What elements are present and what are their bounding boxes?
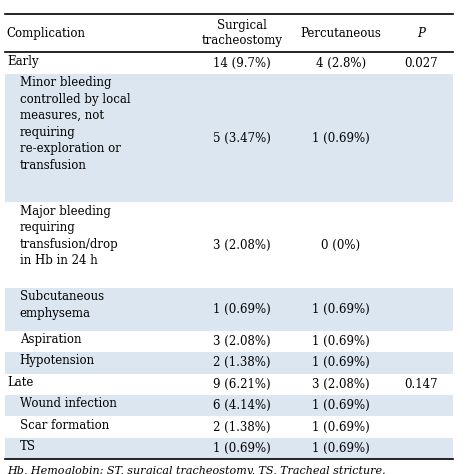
Text: 1 (0.69%): 1 (0.69%) [312,303,370,316]
Text: Wound infection: Wound infection [19,397,117,410]
Text: 1 (0.69%): 1 (0.69%) [312,356,370,369]
FancyBboxPatch shape [5,395,453,417]
Text: Hypotension: Hypotension [19,355,95,367]
Text: 1 (0.69%): 1 (0.69%) [312,399,370,412]
Text: 1 (0.69%): 1 (0.69%) [213,442,271,455]
Text: Early: Early [7,55,38,68]
Text: 0 (0%): 0 (0%) [321,238,360,252]
Text: 3 (2.08%): 3 (2.08%) [213,238,271,252]
FancyBboxPatch shape [5,288,453,331]
Text: 1 (0.69%): 1 (0.69%) [312,442,370,455]
Text: 0.147: 0.147 [404,378,438,391]
Text: 1 (0.69%): 1 (0.69%) [312,132,370,145]
Text: 14 (9.7%): 14 (9.7%) [213,56,271,70]
Text: 0.027: 0.027 [404,56,438,70]
Text: TS: TS [19,440,36,453]
Text: 5 (3.47%): 5 (3.47%) [213,132,271,145]
Text: Complication: Complication [7,27,86,39]
Text: 1 (0.69%): 1 (0.69%) [312,335,370,348]
Text: 1 (0.69%): 1 (0.69%) [312,420,370,434]
Text: Minor bleeding
controlled by local
measures, not
requiring
re-exploration or
tra: Minor bleeding controlled by local measu… [19,76,130,172]
FancyBboxPatch shape [5,74,453,202]
Text: Major bleeding
requiring
transfusion/drop
in Hb in 24 h: Major bleeding requiring transfusion/dro… [19,205,118,267]
Text: 3 (2.08%): 3 (2.08%) [312,378,369,391]
Text: 2 (1.38%): 2 (1.38%) [213,356,271,369]
Text: 2 (1.38%): 2 (1.38%) [213,420,271,434]
Text: Surgical
tracheostomy: Surgical tracheostomy [201,19,283,47]
Text: Percutaneous: Percutaneous [300,27,381,39]
Text: 3 (2.08%): 3 (2.08%) [213,335,271,348]
Text: 6 (4.14%): 6 (4.14%) [213,399,271,412]
Text: Late: Late [7,376,33,389]
Text: Subcutaneous
emphysema: Subcutaneous emphysema [19,290,104,320]
Text: Aspiration: Aspiration [19,333,81,346]
Text: 9 (6.21%): 9 (6.21%) [213,378,271,391]
Text: Scar formation: Scar formation [19,419,109,432]
Text: P: P [417,27,425,39]
Text: Hb, Hemoglobin; ST, surgical tracheostomy, TS, Tracheal stricture.: Hb, Hemoglobin; ST, surgical tracheostom… [7,466,385,474]
Text: 4 (2.8%): 4 (2.8%) [316,56,365,70]
FancyBboxPatch shape [5,352,453,374]
Text: 1 (0.69%): 1 (0.69%) [213,303,271,316]
FancyBboxPatch shape [5,438,453,459]
